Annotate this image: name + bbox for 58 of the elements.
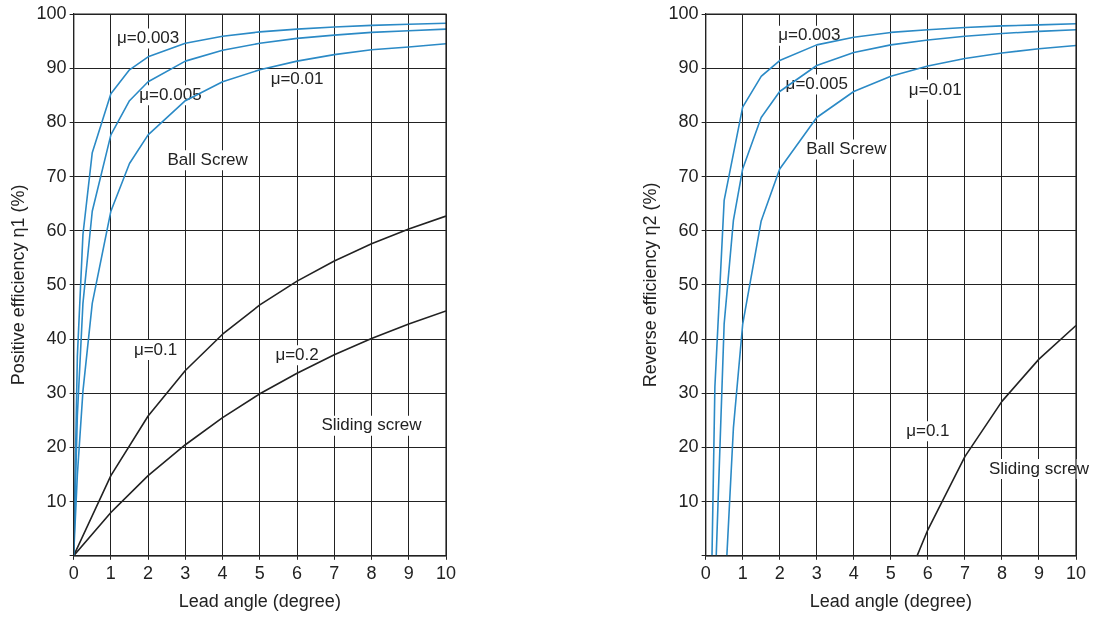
x-axis-title: Lead angle (degree) xyxy=(809,591,972,612)
x-tick-label: 1 xyxy=(737,562,748,583)
x-tick-label: 10 xyxy=(435,562,457,583)
y-tick-label: 90 xyxy=(678,57,699,78)
y-tick-label: 80 xyxy=(46,111,67,132)
x-tick-label: 4 xyxy=(217,562,228,583)
y-tick-label: 40 xyxy=(678,328,699,349)
y-tick-label: 100 xyxy=(668,2,699,23)
annotation: Ball Screw xyxy=(806,139,888,159)
y-tick-label: 60 xyxy=(46,219,67,240)
y-tick-label: 20 xyxy=(46,436,67,457)
y-axis-title: Positive efficiency η1 (%) xyxy=(7,184,28,386)
annotation: Sliding screw xyxy=(321,415,423,435)
y-axis-title: Reverse efficiency η2 (%) xyxy=(639,182,660,388)
x-axis-title: Lead angle (degree) xyxy=(178,591,341,612)
x-tick-label: 10 xyxy=(1065,562,1087,583)
annotation: μ=0.003 xyxy=(116,28,180,48)
x-tick-label: 8 xyxy=(366,562,377,583)
y-tick-label: 80 xyxy=(678,111,699,132)
y-tick-label: 10 xyxy=(678,490,699,511)
annotation: μ=0.005 xyxy=(139,84,202,104)
x-tick-label: 5 xyxy=(885,562,896,583)
annotation: μ=0.1 xyxy=(906,420,950,440)
annotation: μ=0.2 xyxy=(275,345,319,365)
x-tick-label: 3 xyxy=(180,562,191,583)
y-tick-label: 20 xyxy=(678,436,699,457)
y-tick-label: 40 xyxy=(46,328,67,349)
y-tick-label: 10 xyxy=(46,490,67,511)
annotation: μ=0.005 xyxy=(785,74,848,94)
y-tick-label: 70 xyxy=(678,165,699,186)
x-tick-label: 1 xyxy=(105,562,116,583)
y-tick-label: 50 xyxy=(678,273,699,294)
y-tick-label: 100 xyxy=(36,2,67,23)
annotation: μ=0.01 xyxy=(908,79,962,99)
y-tick-label: 30 xyxy=(678,382,699,403)
y-tick-label: 60 xyxy=(678,219,699,240)
x-tick-label: 3 xyxy=(811,562,822,583)
annotation: Ball Screw xyxy=(167,149,249,169)
x-tick-label: 9 xyxy=(1033,562,1044,583)
x-tick-label: 2 xyxy=(143,562,154,583)
x-tick-label: 0 xyxy=(700,562,711,583)
x-tick-label: 7 xyxy=(329,562,340,583)
y-tick-label: 70 xyxy=(46,165,67,186)
x-tick-label: 4 xyxy=(848,562,859,583)
y-tick-label: 30 xyxy=(46,382,67,403)
x-tick-label: 6 xyxy=(922,562,933,583)
annotation: μ=0.01 xyxy=(270,68,324,88)
y-tick-label: 90 xyxy=(46,57,67,78)
x-tick-label: 0 xyxy=(68,562,79,583)
x-tick-label: 9 xyxy=(403,562,414,583)
y-tick-label: 50 xyxy=(46,273,67,294)
x-tick-label: 6 xyxy=(292,562,303,583)
x-tick-label: 7 xyxy=(959,562,970,583)
x-tick-label: 5 xyxy=(254,562,265,583)
annotation: μ=0.003 xyxy=(778,25,841,45)
annotation: μ=0.1 xyxy=(133,339,178,359)
x-tick-label: 8 xyxy=(996,562,1007,583)
x-tick-label: 2 xyxy=(774,562,785,583)
